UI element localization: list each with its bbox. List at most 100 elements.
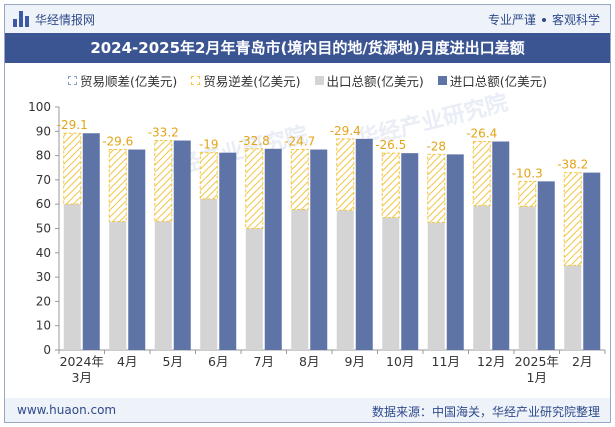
legend-label-deficit: 贸易逆差(亿美元) (203, 74, 301, 89)
deficit-segment (290, 149, 309, 211)
footer: www.huaon.com 数据来源：中国海关，华经产业研究院整理 (5, 398, 610, 422)
y-tick-label: 50 (36, 222, 51, 236)
top-bar: 华经情报网 专业严谨 客观科学 (5, 5, 610, 33)
legend-swatch-deficit (191, 76, 201, 85)
x-tick-label: 2024年 (60, 354, 104, 369)
y-tick-label: 20 (36, 294, 51, 308)
legend-item-import: 进口总额(亿美元) (437, 71, 548, 90)
data-label: -29.6 (102, 135, 133, 149)
data-label: -10.3 (512, 166, 543, 180)
import-bar (583, 172, 601, 350)
x-tick-label: 8月 (299, 354, 319, 369)
y-tick-label: 10 (36, 319, 51, 333)
footer-source: 数据来源：中国海关，华经产业研究院整理 (371, 405, 600, 419)
brand: 华经情报网 (13, 10, 95, 28)
export-bar (291, 209, 309, 350)
brand-name: 华经情报网 (35, 12, 96, 27)
import-bar (128, 149, 146, 350)
import-bar (82, 133, 100, 350)
legend-item-export: 出口总额(亿美元) (314, 71, 424, 90)
x-tick-label: 4月 (117, 354, 137, 369)
y-tick-label: 80 (36, 149, 51, 163)
data-label: -38.2 (557, 158, 588, 172)
x-tick-label: 9月 (345, 354, 365, 369)
legend-label-surplus: 贸易顺差(亿美元) (79, 74, 178, 89)
x-tick-label: 1月 (527, 370, 547, 385)
y-tick-label: 60 (36, 197, 51, 211)
export-bar (473, 205, 491, 350)
x-tick-label: 2025年 (515, 354, 559, 369)
deficit-segment (427, 153, 446, 223)
legend-item-deficit: 贸易逆差(亿美元) (191, 71, 301, 90)
legend-item-surplus: 贸易顺差(亿美元) (67, 71, 178, 90)
import-bar (492, 141, 510, 350)
x-tick-label: 5月 (163, 354, 183, 369)
export-bar (427, 222, 445, 350)
deficit-segment (63, 132, 82, 205)
deficit-segment (199, 152, 218, 200)
chart-title: 2024-2025年2月年青岛市(境内目的地/货源地)月度进出口差额 (5, 33, 610, 63)
legend-swatch-surplus (67, 76, 77, 85)
x-tick-label: 7月 (254, 354, 274, 369)
data-label: -33.2 (148, 126, 179, 140)
deficit-segment (381, 152, 400, 219)
x-tick-label: 12月 (477, 354, 505, 369)
deficit-segment (245, 148, 264, 230)
import-bar (310, 149, 328, 350)
tagline: 专业严谨 客观科学 (488, 11, 600, 28)
data-label: -29.1 (57, 118, 88, 132)
bullet-icon (541, 17, 546, 22)
export-bar (63, 203, 81, 350)
deficit-segment (563, 172, 582, 266)
deficit-segment (336, 138, 355, 211)
x-tick-label: 11月 (432, 354, 460, 369)
x-tick-label: 6月 (208, 354, 228, 369)
import-bar (401, 153, 419, 350)
export-bar (109, 221, 127, 350)
import-bar (173, 140, 191, 350)
import-bar (446, 154, 464, 350)
x-tick-label: 10月 (386, 354, 414, 369)
y-tick-label: 90 (36, 124, 51, 138)
export-bar (518, 206, 536, 350)
export-bar (382, 217, 400, 350)
y-tick-label: 0 (43, 343, 51, 357)
brand-logo-icon (13, 11, 29, 27)
import-bar (355, 138, 373, 350)
data-label: -29.4 (330, 124, 361, 138)
chart-frame: 华经情报网 专业严谨 客观科学 2024-2025年2月年青岛市(境内目的地/货… (4, 4, 611, 423)
import-bar (537, 181, 555, 350)
legend-swatch-import (437, 76, 447, 85)
x-tick-label: 2月 (572, 354, 592, 369)
export-bar (336, 210, 354, 350)
data-label: -26.5 (375, 138, 406, 152)
import-bar (219, 152, 237, 350)
export-bar (154, 221, 172, 350)
deficit-segment (518, 180, 537, 207)
y-tick-label: 70 (36, 173, 51, 187)
data-label: -32.8 (239, 134, 270, 148)
import-bar (264, 148, 282, 350)
y-tick-label: 30 (36, 270, 51, 284)
legend: 贸易顺差(亿美元) 贸易逆差(亿美元) 出口总额(亿美元) 进口总额(亿美元) (5, 71, 610, 90)
export-bar (200, 198, 218, 350)
tagline-left: 专业严谨 (487, 13, 536, 27)
legend-label-import: 进口总额(亿美元) (449, 74, 548, 89)
x-tick-label: 3月 (72, 370, 92, 385)
data-label: -19 (199, 138, 219, 152)
footer-website: www.huaon.com (17, 403, 117, 417)
y-tick-label: 40 (36, 246, 51, 260)
deficit-segment (472, 141, 491, 207)
export-bar (564, 265, 582, 350)
legend-swatch-export (314, 76, 324, 85)
data-label: -26.4 (466, 127, 497, 141)
legend-label-export: 出口总额(亿美元) (326, 74, 424, 89)
data-label: -28 (426, 139, 446, 153)
deficit-segment (154, 140, 173, 222)
data-label: -24.7 (284, 135, 315, 149)
y-tick-label: 100 (28, 100, 51, 114)
export-bar (245, 228, 263, 350)
tagline-right: 客观科学 (551, 13, 600, 27)
deficit-segment (108, 149, 127, 222)
